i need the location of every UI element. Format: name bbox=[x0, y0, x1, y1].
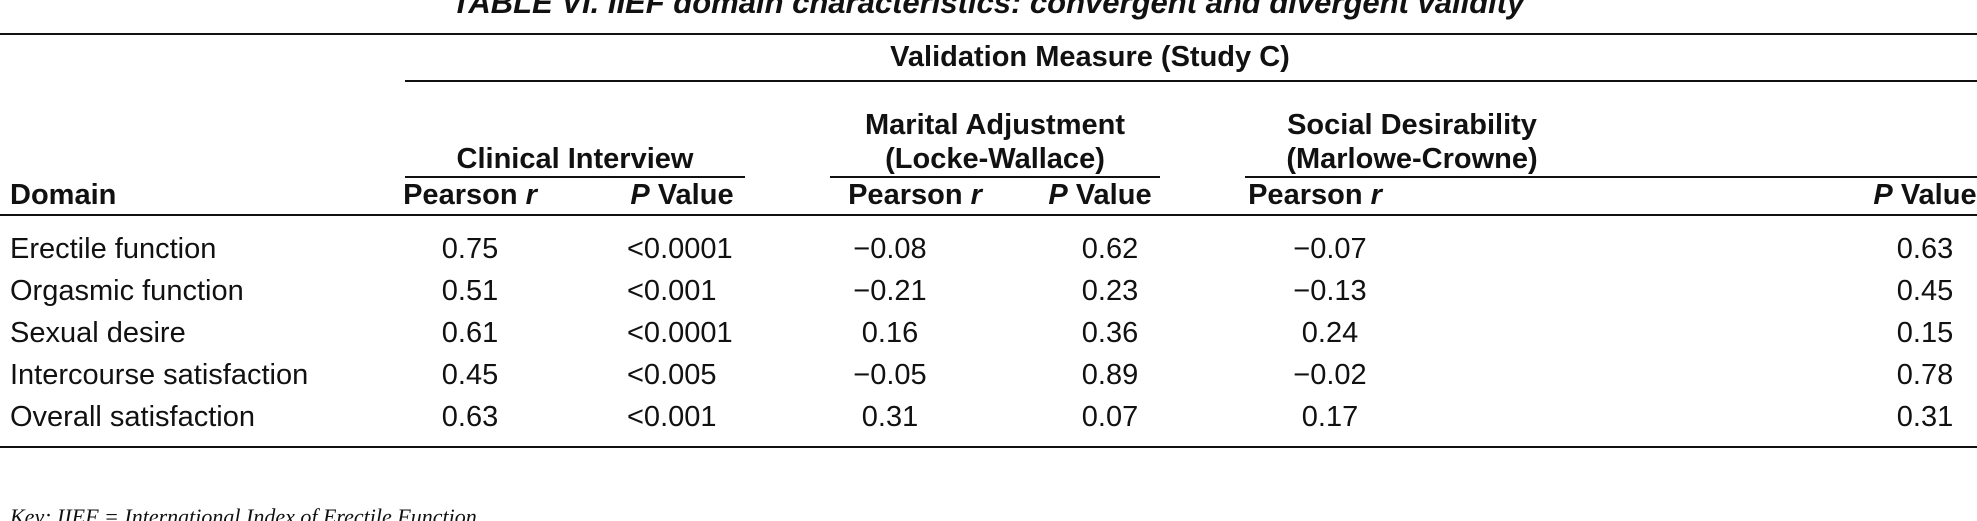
sub-header-text: Pearson bbox=[403, 179, 518, 211]
cell: 0.45 bbox=[1896, 275, 1954, 307]
sub-header-var: r bbox=[525, 179, 537, 211]
sub-header-text: Value bbox=[1900, 179, 1977, 211]
cell: 0.51 bbox=[441, 275, 499, 307]
cell: 0.45 bbox=[441, 359, 499, 391]
cell: <0.001 bbox=[627, 401, 717, 433]
cell: 0.31 bbox=[861, 401, 919, 433]
spanner-header: Validation Measure (Study C) bbox=[890, 41, 1290, 73]
cell: −0.08 bbox=[853, 233, 927, 265]
rule bbox=[405, 80, 1977, 82]
sub-header-var: P bbox=[1873, 179, 1893, 211]
sub-header-var: P bbox=[630, 179, 650, 211]
cell: 0.17 bbox=[1301, 401, 1359, 433]
sub-header: Pearson r bbox=[403, 178, 537, 212]
row-label: Sexual desire bbox=[10, 317, 186, 349]
sub-header-text: Value bbox=[657, 179, 734, 211]
sub-header-text: Value bbox=[1075, 179, 1152, 211]
row-label: Orgasmic function bbox=[10, 275, 244, 307]
row-label: Intercourse satisfaction bbox=[10, 359, 309, 391]
cell: −0.13 bbox=[1293, 275, 1367, 307]
rule bbox=[405, 176, 745, 178]
cell: <0.001 bbox=[627, 275, 717, 307]
table-title: TABLE VI. IIEF domain characteristics: c… bbox=[451, 0, 1525, 20]
cell: 0.24 bbox=[1301, 317, 1359, 349]
sub-header: P Value bbox=[630, 178, 733, 212]
cell: <0.0001 bbox=[627, 233, 733, 265]
sub-header: P Value bbox=[1048, 178, 1151, 212]
cell: −0.05 bbox=[853, 359, 927, 391]
cell: 0.07 bbox=[1081, 401, 1139, 433]
sub-header: Pearson r bbox=[1248, 178, 1382, 212]
cell: 0.31 bbox=[1896, 401, 1954, 433]
cell: 0.63 bbox=[1896, 233, 1954, 265]
cell: 0.62 bbox=[1081, 233, 1139, 265]
cell: 0.63 bbox=[441, 401, 499, 433]
cell: 0.16 bbox=[861, 317, 919, 349]
footnote: Key: IIEF = International Index of Erect… bbox=[10, 504, 477, 521]
cell: 0.23 bbox=[1081, 275, 1139, 307]
cell: <0.0001 bbox=[627, 317, 733, 349]
row-label: Erectile function bbox=[10, 233, 217, 265]
rule bbox=[1245, 176, 1977, 178]
stub-header: Domain bbox=[10, 179, 117, 211]
cell: 0.61 bbox=[441, 317, 499, 349]
rule bbox=[830, 176, 1160, 178]
sub-header-text: Pearson bbox=[1248, 179, 1363, 211]
row-label: Overall satisfaction bbox=[10, 401, 255, 433]
group-header: Marital Adjustment bbox=[865, 109, 1125, 141]
sub-header-text: Pearson bbox=[848, 179, 963, 211]
cell: 0.75 bbox=[441, 233, 499, 265]
sub-header-var: r bbox=[970, 179, 982, 211]
cell: 0.89 bbox=[1081, 359, 1139, 391]
rule bbox=[0, 33, 1977, 35]
sub-header-var: P bbox=[1048, 179, 1068, 211]
cell: 0.36 bbox=[1081, 317, 1139, 349]
group-header: Clinical Interview bbox=[456, 143, 694, 175]
group-header: (Marlowe-Crowne) bbox=[1286, 143, 1538, 175]
sub-header: Pearson r bbox=[848, 178, 982, 212]
cell: −0.21 bbox=[853, 275, 927, 307]
cell: 0.78 bbox=[1896, 359, 1954, 391]
rule bbox=[0, 446, 1977, 448]
cell: 0.15 bbox=[1896, 317, 1954, 349]
sub-header-var: r bbox=[1370, 179, 1382, 211]
sub-header: P Value bbox=[1873, 178, 1976, 212]
cell: <0.005 bbox=[627, 359, 717, 391]
cell: −0.07 bbox=[1293, 233, 1367, 265]
rule bbox=[0, 214, 1977, 216]
cell: −0.02 bbox=[1293, 359, 1367, 391]
group-header: Social Desirability bbox=[1287, 109, 1537, 141]
group-header: (Locke-Wallace) bbox=[885, 143, 1105, 175]
